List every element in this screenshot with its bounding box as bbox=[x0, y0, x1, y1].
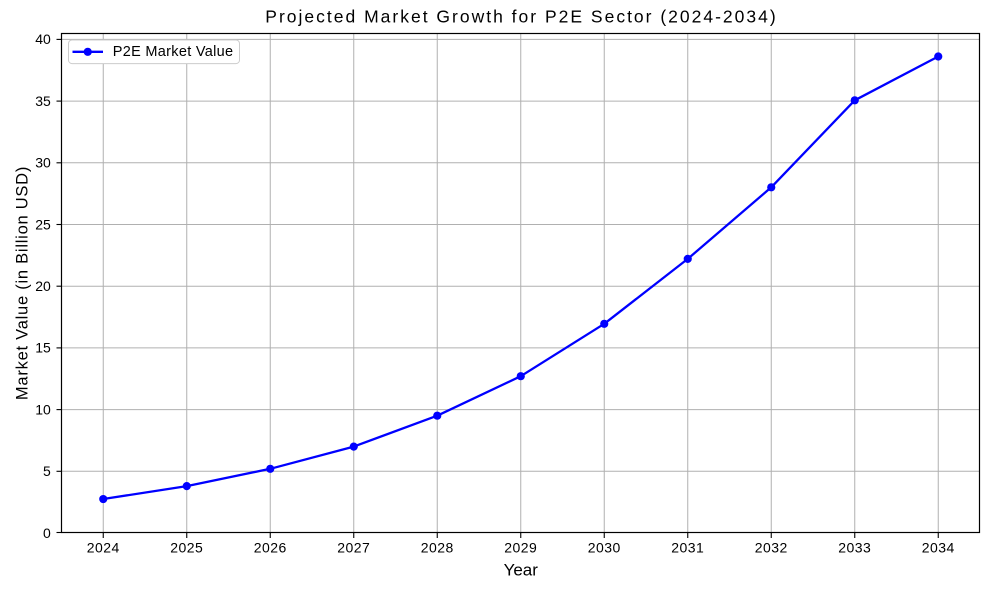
svg-text:40: 40 bbox=[35, 31, 51, 47]
svg-text:2032: 2032 bbox=[755, 540, 788, 556]
svg-text:2028: 2028 bbox=[421, 540, 454, 556]
svg-text:2025: 2025 bbox=[170, 540, 203, 556]
svg-text:0: 0 bbox=[43, 525, 51, 541]
svg-text:Projected Market Growth for P2: Projected Market Growth for P2E Sector (… bbox=[265, 7, 777, 27]
svg-text:2033: 2033 bbox=[838, 540, 871, 556]
svg-text:2030: 2030 bbox=[588, 540, 621, 556]
svg-text:20: 20 bbox=[35, 278, 51, 294]
svg-text:15: 15 bbox=[35, 340, 51, 356]
svg-text:5: 5 bbox=[43, 463, 51, 479]
svg-text:35: 35 bbox=[35, 93, 51, 109]
svg-text:2034: 2034 bbox=[922, 540, 955, 556]
svg-text:Year: Year bbox=[504, 561, 539, 580]
svg-text:2031: 2031 bbox=[671, 540, 704, 556]
svg-text:10: 10 bbox=[35, 401, 51, 417]
svg-text:25: 25 bbox=[35, 216, 51, 232]
svg-text:2027: 2027 bbox=[337, 540, 370, 556]
svg-text:2029: 2029 bbox=[504, 540, 537, 556]
svg-text:P2E Market Value: P2E Market Value bbox=[113, 44, 234, 60]
svg-text:30: 30 bbox=[35, 155, 51, 171]
svg-text:2026: 2026 bbox=[254, 540, 287, 556]
svg-text:2024: 2024 bbox=[87, 540, 120, 556]
svg-text:Market Value (in Billion USD): Market Value (in Billion USD) bbox=[14, 166, 32, 400]
